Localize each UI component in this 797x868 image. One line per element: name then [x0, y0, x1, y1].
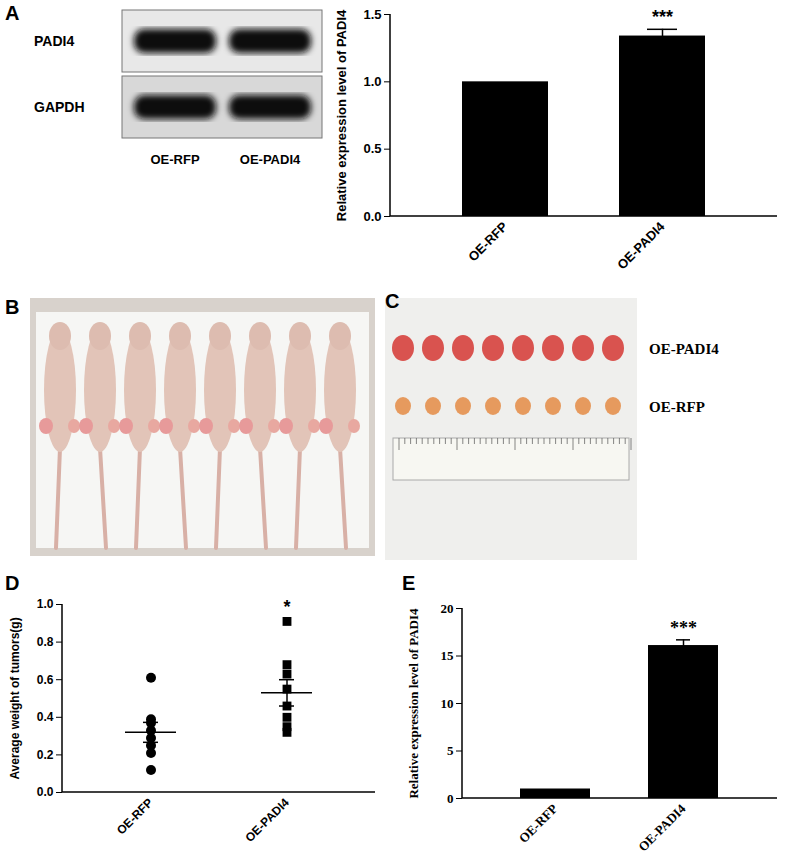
- svg-text:1.5: 1.5: [363, 7, 381, 22]
- svg-text:0.0: 0.0: [37, 785, 54, 799]
- svg-text:OE-PADI4: OE-PADI4: [614, 218, 668, 272]
- svg-text:0: 0: [447, 791, 454, 806]
- svg-text:*: *: [283, 597, 290, 617]
- svg-text:OE-RFP: OE-RFP: [649, 399, 705, 415]
- svg-text:0.8: 0.8: [37, 635, 54, 649]
- svg-text:Relative expression level of P: Relative expression level of PADI4: [334, 9, 349, 221]
- svg-text:OE-RFP: OE-RFP: [516, 801, 561, 846]
- svg-text:OE-RFP: OE-RFP: [114, 795, 156, 837]
- html-text:C: C: [385, 290, 400, 312]
- svg-text:10: 10: [441, 696, 454, 711]
- svg-text:OE-RFP: OE-RFP: [150, 152, 199, 167]
- svg-text:OE-PADI4: OE-PADI4: [242, 795, 292, 845]
- svg-text:0.5: 0.5: [363, 141, 381, 156]
- svg-text:OE-RFP: OE-RFP: [465, 219, 511, 265]
- html-text:A: A: [5, 2, 20, 24]
- svg-text:OE-PADI4: OE-PADI4: [649, 341, 719, 357]
- svg-text:***: ***: [652, 7, 673, 27]
- svg-text:OE-PADI4: OE-PADI4: [240, 152, 301, 167]
- svg-text:***: ***: [670, 618, 697, 638]
- svg-text:15: 15: [441, 648, 455, 663]
- svg-text:GAPDH: GAPDH: [34, 99, 85, 115]
- svg-text:Relative expression level of P: Relative expression level of PADI4: [406, 608, 421, 799]
- svg-text:0.2: 0.2: [37, 748, 54, 762]
- svg-text:20: 20: [441, 601, 454, 616]
- html-text:B: B: [5, 296, 20, 318]
- svg-text:Average weight of tumors(g): Average weight of tumors(g): [8, 617, 22, 779]
- svg-text:0.6: 0.6: [37, 673, 54, 687]
- html-text:D: D: [5, 572, 20, 594]
- svg-text:PADI4: PADI4: [34, 33, 74, 49]
- svg-text:5: 5: [447, 743, 454, 758]
- svg-text:OE-PADI4: OE-PADI4: [635, 801, 689, 855]
- svg-text:1.0: 1.0: [363, 74, 381, 89]
- svg-text:1.0: 1.0: [37, 597, 54, 611]
- svg-text:0.0: 0.0: [363, 209, 381, 224]
- html-text:E: E: [402, 572, 416, 594]
- svg-text:0.4: 0.4: [37, 710, 54, 724]
